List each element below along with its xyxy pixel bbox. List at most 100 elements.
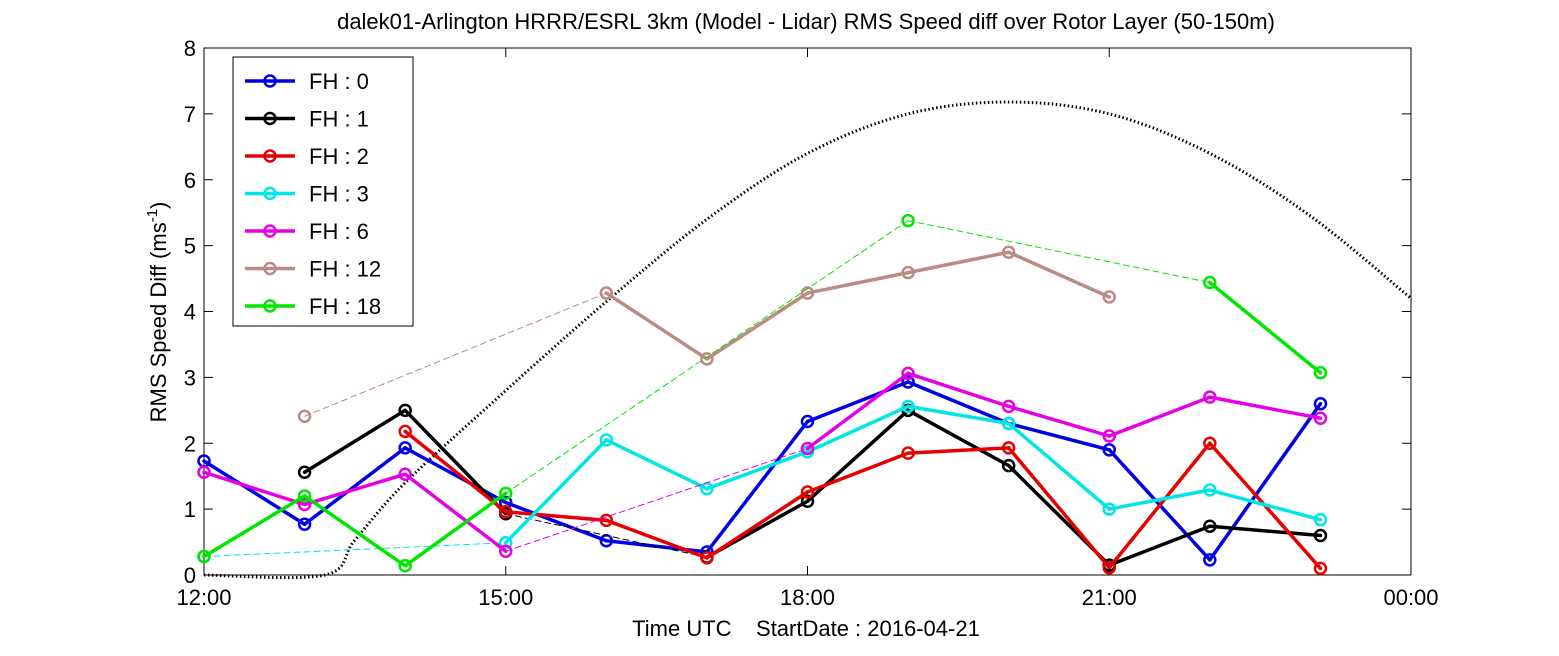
series-segment	[302, 446, 407, 527]
y-axis-label-superscript: -1	[144, 209, 161, 222]
data-point	[700, 352, 714, 366]
series-segment	[1208, 401, 1323, 562]
data-point	[297, 465, 312, 479]
y-axis-label-main: RMS Speed Diff (ms	[146, 222, 171, 422]
series-segment	[403, 429, 508, 514]
legend-marker	[263, 74, 277, 88]
series-segment	[302, 494, 407, 568]
data-point	[499, 505, 513, 519]
data-point	[1203, 436, 1217, 450]
y-tick-label: 5	[184, 234, 196, 259]
series-segment	[403, 446, 508, 505]
series-segment	[1006, 404, 1111, 438]
data-point	[901, 366, 915, 381]
series-segment	[1208, 488, 1323, 522]
data-point	[1203, 390, 1217, 404]
series-segment	[504, 510, 609, 523]
legend-entry-label: FH : 1	[309, 107, 369, 132]
y-tick-label: 3	[184, 365, 196, 390]
series-segment	[906, 371, 1011, 409]
y-tick-label: 7	[184, 102, 196, 127]
series-segment	[1208, 280, 1323, 375]
legend-box	[232, 56, 414, 327]
y-tick-label: 8	[184, 36, 196, 61]
data-point	[398, 441, 412, 455]
series-2	[398, 424, 1328, 576]
legend-marker	[263, 186, 277, 201]
series-segment	[403, 491, 508, 568]
axes: 12:00 15:00 18:00 21:00 00:00 0 1 2 3 4 5 6 7 8	[176, 36, 1438, 610]
data-point	[1001, 399, 1016, 414]
legend-marker	[263, 111, 277, 126]
series-segment	[705, 490, 810, 560]
series-5	[297, 245, 1116, 423]
data-point	[1102, 502, 1116, 516]
series-gap-segment	[304, 292, 607, 417]
series-segment	[805, 270, 910, 295]
reference-curve-layer	[203, 100, 1412, 580]
series-0	[197, 375, 1328, 567]
series-segment	[504, 438, 609, 545]
series-segment	[1006, 250, 1111, 299]
legend-marker	[263, 224, 277, 238]
data-point	[1001, 245, 1016, 259]
data-point	[297, 497, 312, 512]
series-segment	[202, 494, 307, 559]
y-tick-label: 0	[184, 563, 196, 588]
data-point	[1203, 553, 1217, 567]
data-point	[197, 465, 211, 479]
data-point	[1313, 366, 1328, 380]
data-point	[901, 399, 915, 414]
series-gap-segment	[203, 542, 507, 558]
x-tick-label: 21:00	[1082, 585, 1137, 610]
data-point	[1313, 561, 1328, 576]
series-segment	[604, 291, 709, 361]
series-6	[197, 213, 1328, 573]
data-point	[700, 551, 714, 565]
y-axis-label-tail: )	[146, 202, 171, 209]
series-segment	[805, 404, 910, 454]
data-point	[499, 486, 513, 501]
data-point	[398, 403, 412, 418]
data-point	[1102, 561, 1116, 575]
series-gap-segment	[505, 220, 909, 494]
series-segment	[302, 472, 407, 507]
x-tick-label: 12:00	[176, 585, 231, 610]
data-point	[1313, 396, 1328, 411]
data-point	[1001, 458, 1016, 473]
legend-entry-label: FH : 6	[309, 219, 369, 244]
series-segment	[604, 518, 709, 560]
legend: FH : 0 FH : 1 FH : 2 FH : 3 FH : 6 FH : 12 FH …	[232, 56, 414, 327]
data-point	[197, 549, 211, 564]
series-segment	[805, 451, 910, 494]
data-point	[1203, 275, 1217, 290]
series-segment	[705, 419, 810, 554]
data-point	[398, 559, 412, 573]
series-segment	[805, 371, 910, 451]
series-segment	[1107, 524, 1212, 567]
data-point	[1102, 443, 1116, 457]
series-segment	[202, 459, 307, 527]
series-gap-segment	[505, 448, 808, 552]
series-segment	[906, 250, 1011, 275]
data-point	[297, 517, 312, 532]
series-segment	[1006, 446, 1111, 570]
series-segment	[302, 408, 407, 474]
data-point	[800, 494, 815, 508]
series-segment	[805, 380, 910, 424]
data-point	[901, 265, 915, 280]
data-point	[297, 409, 312, 423]
y-tick-label: 6	[184, 168, 196, 193]
series-segment	[906, 404, 1011, 426]
data-point	[1203, 483, 1217, 497]
series-segment	[1107, 441, 1212, 570]
legend-marker	[263, 149, 277, 163]
data-point	[800, 414, 815, 429]
data-point	[1313, 528, 1328, 543]
data-point	[499, 544, 513, 559]
data-point	[1102, 429, 1116, 443]
legend-entry-label: FH : 3	[309, 182, 369, 207]
data-point	[1313, 411, 1328, 425]
data-point	[499, 535, 513, 550]
